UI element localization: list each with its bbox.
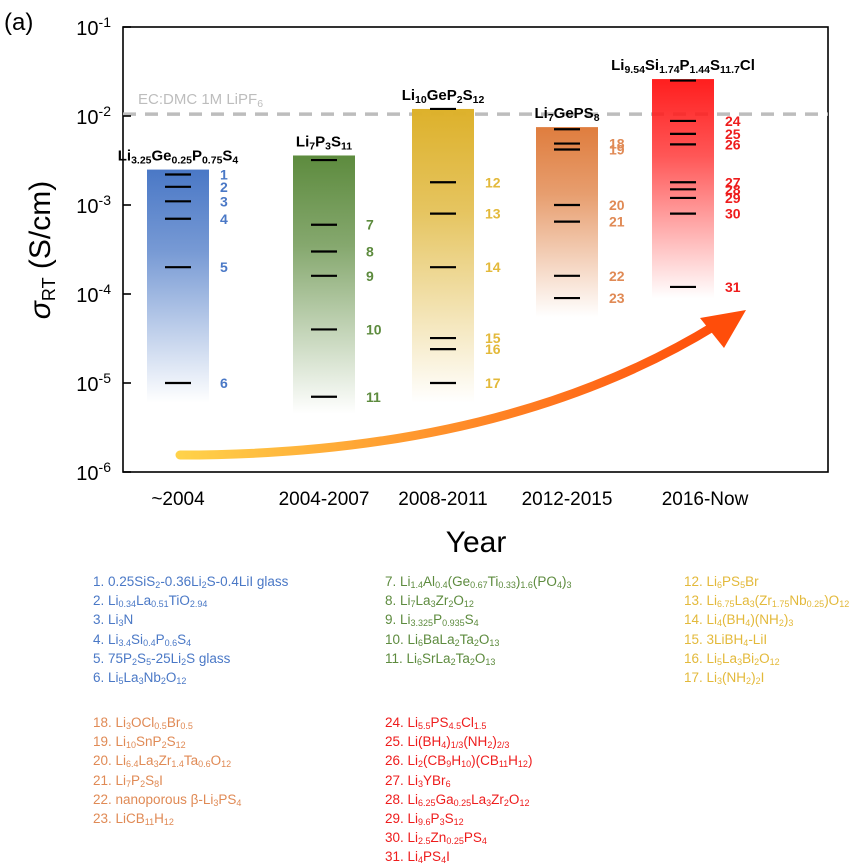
legend-item: 23. LiCB11H12 — [93, 810, 174, 827]
legend-item: 30. Li2.5Zn0.25PS4 — [385, 830, 487, 847]
legend-item: 22. nanoporous β-Li3PS4 — [93, 791, 242, 808]
legend-item: 17. Li3(NH2)2I — [684, 669, 765, 686]
y-tick-label: 10-3 — [76, 192, 111, 218]
mark-label: 30 — [725, 206, 741, 222]
legend-item: 20. Li6.4La3Zr1.4Ta0.6O12 — [93, 753, 232, 770]
mark-label: 15 — [485, 330, 501, 346]
legend-item: 1. 0.25SiS2-0.36Li2S-0.4LiI glass — [93, 574, 289, 590]
plot-frame — [122, 26, 829, 473]
mark-label: 16 — [485, 341, 501, 357]
mark-label: 26 — [725, 136, 741, 152]
legend-item: 27. Li3YBr6 — [385, 772, 451, 789]
mark-label: 17 — [485, 375, 501, 391]
mark-label: 3 — [220, 193, 228, 209]
x-tick-label: 2008-2011 — [398, 489, 487, 510]
legend-item: 29. Li9.6P3S12 — [385, 810, 464, 827]
y-tick-label: 10-2 — [76, 103, 111, 129]
y-tick-label: 10-1 — [76, 14, 111, 40]
x-axis-label: Year — [446, 526, 507, 559]
x-tick-label: 2004-2007 — [279, 489, 370, 510]
mark-label: 29 — [725, 190, 741, 206]
legend-item: 10. Li6BaLa2Ta2O13 — [385, 631, 500, 648]
mark-label: 9 — [366, 268, 374, 284]
mark-label: 23 — [609, 290, 625, 306]
mark-label: 12 — [485, 174, 501, 190]
legend-item: 11. Li6SrLa2Ta2O13 — [385, 650, 496, 667]
legend-item: 28. Li6.25Ga0.25La3Zr2O12 — [385, 791, 530, 808]
legend-item: 15. 3LiBH4-LiI — [684, 631, 768, 648]
bar-title: Li7GePS8 — [534, 105, 599, 124]
mark-label: 28 — [725, 181, 741, 197]
legend-block: 7. Li1.4Al0.4(Ge0.67Ti0.33)1.6(PO4)3 8. L… — [385, 572, 571, 668]
legend-item: 25. Li(BH4)1/3(NH2)2/3 — [385, 734, 510, 751]
x-tick-label: 2012-2015 — [522, 489, 613, 510]
legend-item: 21. Li7P2S8I — [93, 772, 163, 789]
mark-label: 14 — [485, 259, 501, 275]
mark-label: 18 — [609, 136, 625, 152]
x-tick-label: 2016-Now — [662, 489, 749, 510]
bar-2008-2011 — [412, 108, 474, 403]
mark-label: 10 — [366, 321, 382, 337]
legend-item: 14. Li4(BH4)(NH2)3 — [684, 612, 794, 629]
y-tick-label: 10-4 — [76, 281, 111, 307]
reference-label: EC:DMC 1M LiPF6 — [138, 91, 263, 110]
bar-2004-2007 — [293, 155, 355, 414]
mark-label: 8 — [366, 244, 374, 260]
legend-item: 3. Li3N — [93, 612, 134, 629]
mark-label: 13 — [485, 206, 501, 222]
mark-label: 31 — [725, 279, 741, 295]
mark-label: 25 — [725, 126, 741, 142]
mark-label: 21 — [609, 214, 625, 230]
bar-title: Li3.25Ge0.25P0.75S4 — [118, 148, 239, 167]
mark-label: 4 — [220, 211, 228, 227]
mark-label: 27 — [725, 174, 741, 190]
legend-item: 19. Li10SnP2S12 — [93, 734, 186, 751]
legend-item: 8. Li7La3Zr2O12 — [385, 593, 474, 610]
bar-~2004 — [147, 169, 209, 403]
y-tick-label: 10-6 — [76, 459, 111, 485]
legend-item: 24. Li5.5PS4.5Cl1.5 — [385, 715, 487, 731]
legend-item: 7. Li1.4Al0.4(Ge0.67Ti0.33)1.6(PO4)3 — [385, 574, 572, 590]
y-axis-label: σRT (S/cm) — [24, 181, 59, 319]
mark-label: 5 — [220, 259, 228, 275]
legend-item: 31. Li4PS4I — [385, 849, 450, 866]
legend-item: 2. Li0.34La0.51TiO2.94 — [93, 593, 208, 610]
legend-item: 18. Li3OCl0.5Br0.5 — [93, 715, 193, 731]
mark-label: 22 — [609, 268, 625, 284]
conductivity-chart: (a) EC:DMC 1M LiPF6 Li3.25Ge0.25P0.75S41… — [4, 9, 829, 559]
legend-item: 12. Li6PS5Br — [684, 574, 759, 590]
trend-arrow — [175, 320, 721, 460]
legend-item: 16. Li5La3Bi2O12 — [684, 650, 780, 667]
legend-block: 24. Li5.5PS4.5Cl1.5 25. Li(BH4)1/3(NH2)2/… — [385, 713, 532, 867]
legend-item: 13. Li6.75La3(Zr1.75Nb0.25)O12 — [684, 593, 850, 610]
legend-block: 18. Li3OCl0.5Br0.5 19. Li10SnP2S12 20. Li6… — [93, 713, 241, 828]
mark-label: 1 — [220, 167, 228, 183]
trend-arrow-head — [700, 310, 746, 348]
legend-block: 1. 0.25SiS2-0.36Li2S-0.4LiI glass 2. Li0.… — [93, 572, 288, 687]
mark-label: 7 — [366, 217, 374, 233]
mark-label: 11 — [366, 389, 381, 405]
legend-item: 6. Li5La3Nb2O12 — [93, 669, 187, 686]
mark-label: 19 — [609, 142, 625, 158]
legend-block: 12. Li6PS5Br 13. Li6.75La3(Zr1.75Nb0.25)O… — [684, 572, 849, 687]
x-tick-label: ~2004 — [151, 489, 205, 510]
legend-item: 5. 75P2S5-25Li2S glass — [93, 650, 231, 667]
legend-item: 26. Li2(CB9H10)(CB11H12) — [385, 753, 533, 770]
bar-title: Li10GeP2S12 — [402, 87, 485, 106]
y-tick-label: 10-5 — [76, 370, 111, 396]
panel-label: (a) — [4, 9, 33, 36]
mark-label: 20 — [609, 197, 625, 213]
mark-label: 6 — [220, 375, 228, 391]
bar-title: Li9.54Si1.74P1.44S11.7Cl — [611, 57, 755, 76]
bar-title: Li7P3S11 — [296, 133, 352, 152]
legend-item: 9. Li3.325P0.935S4 — [385, 612, 479, 629]
mark-label: 24 — [725, 113, 741, 129]
legend-item: 4. Li3.4Si0.4P0.6S4 — [93, 631, 192, 648]
mark-label: 2 — [220, 179, 228, 195]
